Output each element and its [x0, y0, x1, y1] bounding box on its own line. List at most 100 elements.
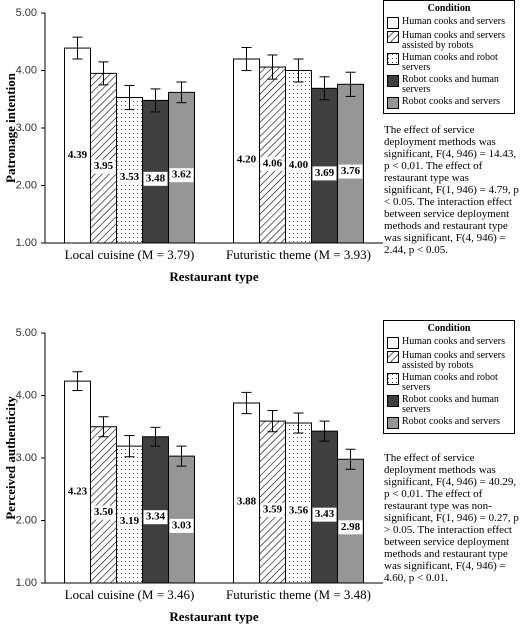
value-label-bg	[117, 514, 142, 529]
bar	[337, 83, 364, 244]
value-label: 3.76	[341, 165, 361, 177]
value-label: 3.88	[237, 496, 257, 508]
value-label: 4.39	[68, 149, 88, 161]
error-bar	[150, 88, 161, 113]
legend-swatch-box	[387, 31, 399, 43]
y-tick-label: 4.00	[16, 64, 37, 76]
value-label-bg	[260, 503, 285, 518]
error-bar	[150, 426, 161, 447]
bar	[285, 70, 312, 244]
legend-swatch	[387, 395, 399, 407]
value-label-bg	[169, 168, 194, 183]
value-label-bg	[65, 148, 90, 163]
legend-swatch-box	[387, 351, 399, 363]
value-label: 3.56	[289, 505, 309, 517]
legend-label: Human cooks and robot servers	[402, 372, 498, 393]
legend-swatch-box	[387, 337, 399, 349]
legend-item: Human cooks and robot servers	[387, 53, 511, 73]
error-bar	[293, 412, 304, 434]
legend-title: Condition	[427, 3, 471, 14]
error-bar	[72, 36, 83, 60]
legend-swatch-box	[387, 97, 399, 109]
x-tick-label: Futuristic theme (M = 3.48)	[226, 587, 371, 602]
bar	[285, 422, 312, 584]
value-label-bg	[143, 171, 168, 186]
value-label-bg	[312, 166, 337, 181]
y-tick-label: 3.00	[16, 122, 37, 134]
legend-swatch	[387, 351, 399, 363]
legend-label: Human cooks and servers assisted by robo…	[402, 30, 506, 51]
value-label-bg	[169, 518, 194, 533]
legend-label: Robot cooks and servers	[402, 416, 501, 427]
y-tick-label: 3.00	[16, 452, 37, 464]
value-label-bg	[234, 495, 259, 509]
legend-item: Human cooks and servers assisted by robo…	[387, 31, 511, 51]
error-bar	[176, 445, 187, 467]
error-bar	[345, 71, 356, 97]
bar	[142, 436, 169, 584]
x-tick-label: Local cuisine (M = 3.79)	[65, 247, 195, 262]
legend-swatch	[387, 31, 399, 43]
value-label-bg	[91, 159, 116, 174]
legend-label: Robot cooks and servers	[402, 96, 501, 107]
y-tick-label: 1.00	[16, 577, 37, 589]
bar	[168, 91, 195, 244]
legend-label: Human cooks and robot servers	[402, 52, 498, 73]
bar	[64, 380, 91, 584]
legend-swatch	[387, 373, 399, 385]
annotation: The effect of service deployment methods…	[384, 452, 519, 584]
value-label: 3.53	[120, 171, 140, 183]
value-label: 4.23	[68, 486, 88, 498]
legend-swatch-box	[387, 395, 399, 407]
value-label: 3.43	[315, 508, 335, 520]
legend-label: Robot cooks and human servers	[402, 394, 499, 415]
error-bar	[124, 435, 135, 458]
value-label: 3.62	[172, 169, 192, 181]
legend-item: Human cooks and servers	[387, 337, 511, 349]
y-axis-label: Perceived authenticity	[3, 396, 18, 520]
error-bar	[124, 84, 135, 111]
error-bar	[98, 61, 109, 86]
value-label: 3.48	[146, 172, 166, 184]
legend-item: Human cooks and servers	[387, 17, 511, 29]
legend-swatch-box	[387, 417, 399, 429]
legend: Condition Human cooks and servers Human co…	[383, 0, 515, 114]
value-label-bg	[312, 507, 337, 522]
value-label-bg	[286, 504, 311, 518]
y-tick-label: 4.00	[16, 389, 37, 401]
bar	[233, 402, 260, 584]
value-label: 3.95	[94, 160, 114, 172]
value-label: 4.00	[289, 159, 309, 171]
bar	[90, 426, 117, 584]
error-bar	[345, 448, 356, 470]
value-label: 4.06	[263, 157, 283, 169]
value-label: 2.98	[341, 521, 361, 533]
legend-swatch-box	[387, 53, 399, 65]
annotation: The effect of service deployment methods…	[384, 124, 519, 256]
legend-label: Human cooks and servers assisted by robo…	[402, 350, 506, 371]
legend-swatch-box	[387, 373, 399, 385]
legend-swatch	[387, 417, 399, 429]
bar	[116, 97, 143, 244]
legend: Condition Human cooks and servers Human co…	[383, 320, 515, 434]
x-axis-label: Restaurant type	[169, 609, 258, 624]
legend-swatch	[387, 337, 399, 349]
error-bar	[241, 47, 252, 71]
value-label-bg	[260, 156, 285, 171]
value-label-bg	[286, 158, 311, 173]
x-tick-label: Futuristic theme (M = 3.93)	[226, 247, 371, 262]
x-tick-label: Local cuisine (M = 3.46)	[65, 587, 195, 602]
value-label-bg	[65, 485, 90, 500]
y-tick-label: 5.00	[16, 7, 37, 19]
legend-swatch	[387, 75, 399, 87]
value-label: 3.50	[94, 506, 114, 518]
legend-label: Robot cooks and human servers	[402, 74, 499, 95]
value-label-bg	[143, 510, 168, 525]
value-label-bg	[234, 153, 259, 168]
bar	[64, 47, 91, 244]
value-label: 4.20	[237, 154, 257, 166]
value-label-bg	[338, 164, 363, 179]
legend-item: Robot cooks and servers	[387, 417, 511, 429]
